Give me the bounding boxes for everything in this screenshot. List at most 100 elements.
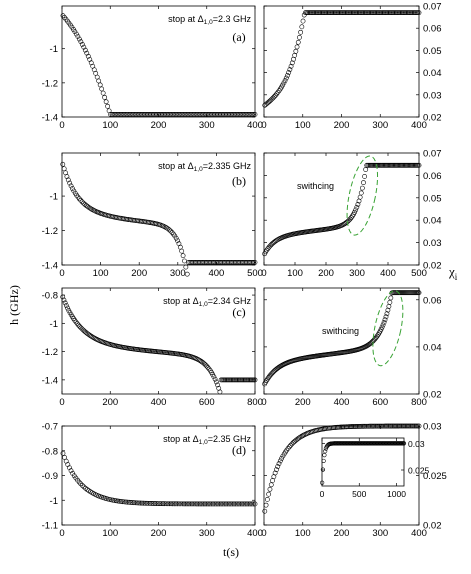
c-left-data-point <box>222 377 228 383</box>
d-right-data-point <box>416 423 422 429</box>
a-right-data-point <box>363 10 369 16</box>
d-left-data-point <box>215 501 221 507</box>
d-left-data-point <box>154 501 159 506</box>
a-right-data-point <box>301 12 307 18</box>
b-right-data-point <box>355 201 361 207</box>
d-right-inset-ytick-label: 0.03 <box>408 439 425 449</box>
c-left-data-point <box>238 377 243 383</box>
c-left-data-point <box>250 377 255 383</box>
d-right-data-point <box>408 423 414 429</box>
d-right-data-point <box>347 424 353 430</box>
a-right-data-point <box>373 10 379 16</box>
b-right-xtick-label: 500 <box>411 268 427 279</box>
c-left-data-point <box>79 326 85 332</box>
d-right-data-point <box>350 424 356 429</box>
c-right-data-point <box>383 314 389 320</box>
a-right-data-point <box>331 10 337 16</box>
d-right-data-point <box>375 423 380 429</box>
a-left-ytick-label: -1.2 <box>42 78 58 89</box>
d-left-data-point <box>171 501 177 507</box>
c-left-data-point <box>248 377 254 383</box>
d-right-data-point <box>345 424 351 430</box>
a-right-ytick-label: 0.04 <box>423 68 442 79</box>
c-left-data-point <box>241 377 247 383</box>
d-left-data-point <box>149 501 155 506</box>
c-left-xtick-label: 600 <box>199 397 215 408</box>
a-right-data-point <box>286 70 292 75</box>
d-left-data-point <box>129 500 135 505</box>
d-left-data-point <box>128 500 134 505</box>
d-left-data-point <box>207 501 213 507</box>
d-right-data-point <box>368 423 374 429</box>
a-right-data-point <box>386 10 392 16</box>
d-left-data-point <box>123 499 129 505</box>
y-axis-label-right: χi <box>448 264 458 282</box>
d-right-data-point <box>341 424 347 430</box>
c-left-data-point <box>215 382 220 388</box>
c-left-data-point <box>213 379 219 385</box>
d-left-ytick-label: -1.1 <box>42 521 58 532</box>
b-left-data-point <box>81 200 86 206</box>
a-right-data-point <box>359 10 365 16</box>
d-left-data-point <box>179 501 185 507</box>
b-right-data-point <box>354 204 360 210</box>
d-right-inset-data-point <box>401 441 407 446</box>
d-right-inset-data-point <box>322 452 327 458</box>
a-right-data-point <box>403 10 409 16</box>
d-left-data-point <box>213 501 219 507</box>
d-left-data-point <box>212 501 218 507</box>
a-right-data-point <box>416 10 422 16</box>
d-left-xtick-label: 0 <box>59 528 64 539</box>
d-right-data-point <box>403 423 409 429</box>
a-right-data-point <box>319 10 325 16</box>
d-left-data-point <box>249 501 255 507</box>
d-right-data-point <box>371 423 377 429</box>
a-right-data-point <box>392 10 398 16</box>
d-right-data-point <box>397 423 402 429</box>
d-left-ytick-label: -0.8 <box>42 446 58 457</box>
b-right-data-point <box>348 215 354 221</box>
a-right-data-point <box>369 10 375 16</box>
a-right-data-point <box>348 10 354 16</box>
a-right-data-point <box>297 34 302 40</box>
a-right-data-point <box>375 10 381 16</box>
d-left-data-point <box>157 501 163 507</box>
a-right-data-point <box>389 10 394 16</box>
d-right-data-point <box>399 423 405 429</box>
a-right-data-point <box>346 10 351 16</box>
d-left-data-point <box>133 500 138 506</box>
a-right-data-point <box>292 52 298 58</box>
d-left-data-point <box>218 501 224 507</box>
b-right-ytick-label: 0.03 <box>423 238 442 249</box>
a-right-data-point <box>415 10 421 16</box>
a-right-ytick-label: 0.03 <box>423 90 442 101</box>
a-right-data-point <box>395 10 400 16</box>
d-right-xtick-label: 200 <box>334 528 350 539</box>
c-left-data-point <box>76 322 81 328</box>
a-right-ytick-label: 0.05 <box>423 46 442 57</box>
b-left-data-point <box>182 258 187 264</box>
c-left-data-point <box>223 377 229 383</box>
d-left-data-point <box>247 501 253 507</box>
b-left-data-point <box>76 196 82 202</box>
d-left-data-point <box>142 500 148 506</box>
a-right-panel-label: (a) <box>232 30 245 44</box>
d-right-inset-data-point <box>323 449 328 454</box>
c-left-data-point <box>65 305 70 311</box>
d-right-data-point <box>389 423 395 429</box>
a-right-frame <box>263 5 420 118</box>
b-right-ytick-label: 0.07 <box>423 149 442 160</box>
d-left-data-point <box>244 501 250 507</box>
a-right-data-point <box>338 10 344 16</box>
d-left-data-point <box>204 501 209 507</box>
c-left-xtick-label: 800 <box>247 397 263 408</box>
a-right-data-point <box>294 44 300 50</box>
d-right-inset-xtick-label: 500 <box>352 489 366 499</box>
a-left-data-point <box>79 41 85 47</box>
b-right-data-point <box>353 207 359 213</box>
d-left-data-point <box>230 501 235 507</box>
c-left-data-point <box>66 308 72 313</box>
d-right-data-point <box>356 423 362 429</box>
a-right-data-point <box>383 10 388 16</box>
d-left-data-point <box>217 501 222 507</box>
